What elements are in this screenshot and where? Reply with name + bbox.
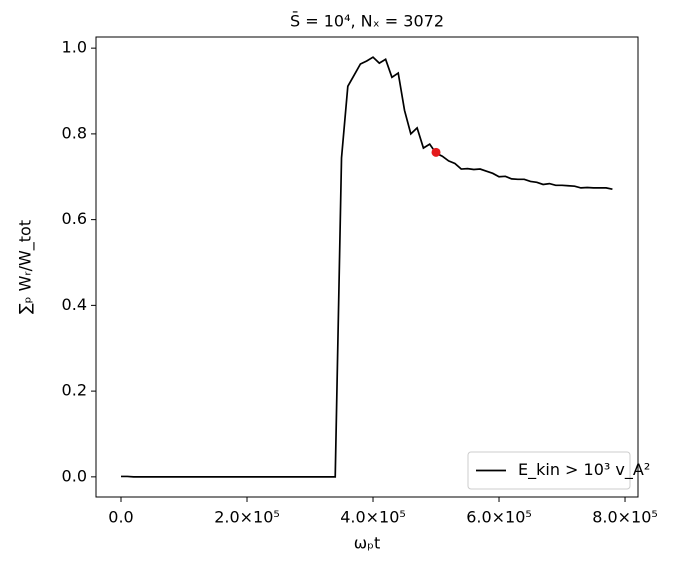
- chart-title: S̄ = 10⁴, Nₓ = 3072: [290, 12, 444, 31]
- y-axis-label: ∑ₚ Wᵣ/W_tot: [16, 220, 36, 314]
- data-line: [121, 56, 613, 478]
- highlight-point: [431, 147, 441, 157]
- x-tick-label: 2.0×10⁵: [214, 508, 280, 527]
- x-tick-label: 6.0×10⁵: [466, 508, 532, 527]
- y-tick-label: 0.8: [62, 123, 87, 142]
- y-tick-label: 0.6: [62, 209, 87, 228]
- x-axis-label: ωₚt: [354, 534, 381, 553]
- y-tick-label: 0.2: [62, 381, 87, 400]
- legend-box: [467, 451, 631, 490]
- legend: E_kin > 10³ v_A²: [467, 451, 650, 490]
- x-tick-label: 0.0: [108, 508, 133, 527]
- x-tick-label: 4.0×10⁵: [340, 508, 406, 527]
- y-tick-label: 0.0: [62, 466, 87, 485]
- x-tick-label: 8.0×10⁵: [592, 508, 658, 527]
- y-tick-label: 1.0: [62, 38, 87, 57]
- plot-frame: [95, 36, 639, 498]
- y-tick-label: 0.4: [62, 295, 87, 314]
- legend-label: E_kin > 10³ v_A²: [518, 460, 650, 480]
